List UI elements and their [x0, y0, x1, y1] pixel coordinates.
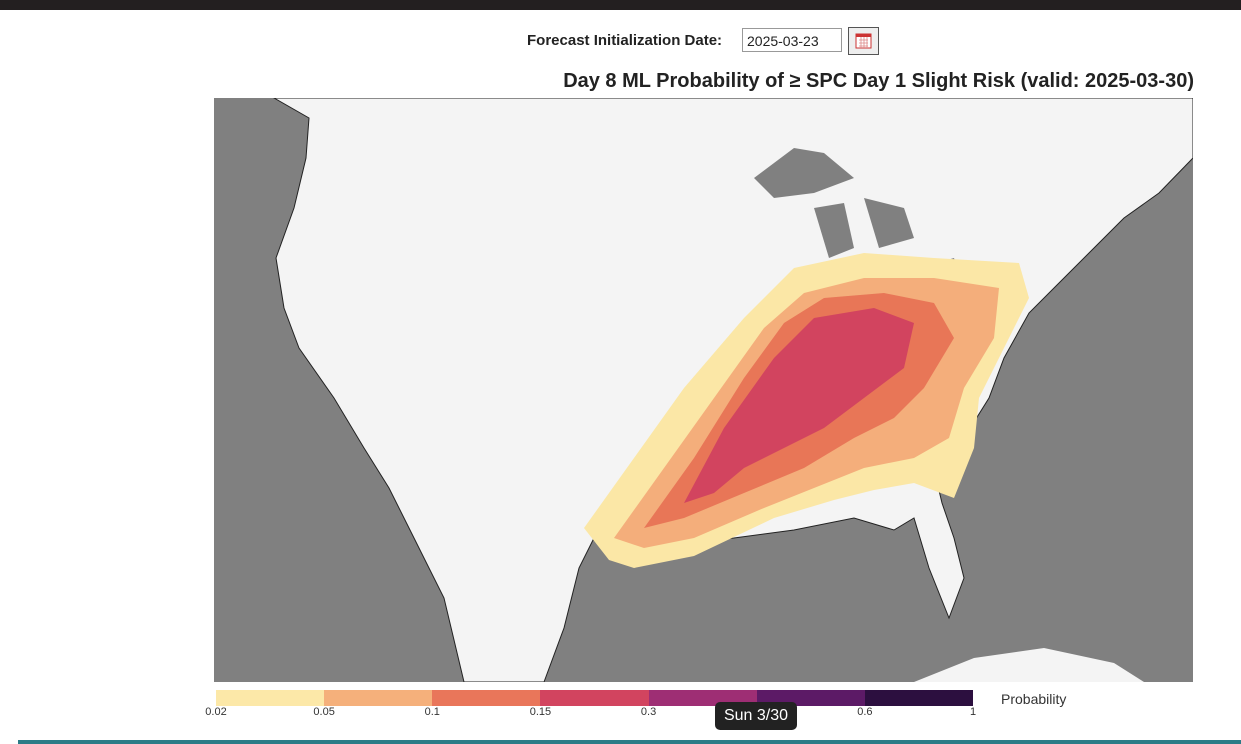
- colorbar-tick-label: 0.3: [640, 706, 657, 718]
- colorbar-swatch: [540, 690, 649, 706]
- colorbar-tick-label: 1: [969, 706, 977, 718]
- colorbar-swatch: [216, 690, 325, 706]
- calendar-icon: [855, 33, 872, 49]
- forecast-map: [214, 98, 1193, 682]
- colorbar-swatch: [324, 690, 433, 706]
- colorbar-swatch: [864, 690, 973, 706]
- form-label: Forecast Initialization Date:: [527, 32, 723, 49]
- colorbar-tick-label: 0.05: [313, 706, 335, 718]
- colorbar-tick-label: 0.02: [205, 706, 227, 718]
- date-tooltip: Sun 3/30: [715, 702, 797, 730]
- timeline-bar[interactable]: [18, 740, 1241, 744]
- calendar-button[interactable]: [848, 27, 879, 55]
- colorbar-label: Probability: [1001, 691, 1067, 707]
- map-title: Day 8 ML Probability of ≥ SPC Day 1 Slig…: [563, 70, 1194, 92]
- colorbar-tick-label: 0.6: [857, 706, 873, 718]
- top-bar: [0, 0, 1241, 10]
- colorbar-tick-label: 0.1: [424, 706, 440, 718]
- colorbar-swatch: [432, 690, 541, 706]
- colorbar: [216, 690, 973, 706]
- date-input[interactable]: 2025-03-23: [742, 28, 842, 52]
- colorbar-tick-label: 0.15: [529, 706, 552, 718]
